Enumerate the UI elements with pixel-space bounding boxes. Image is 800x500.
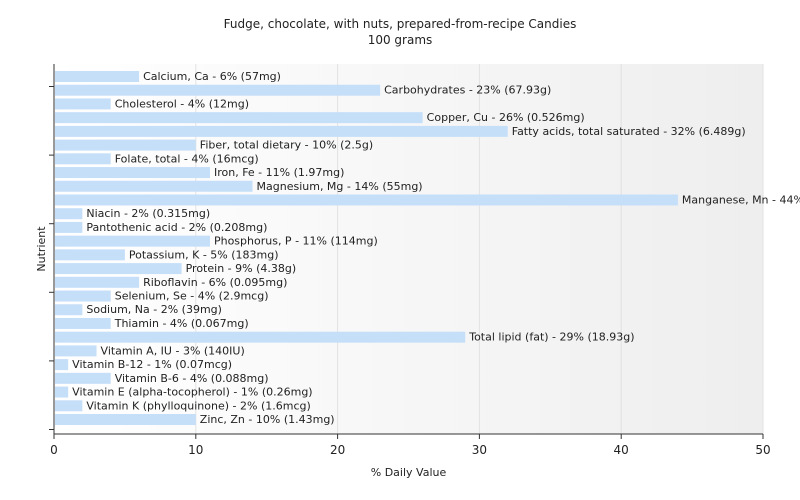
bar-label: Zinc, Zn - 10% (1.43mg) xyxy=(200,413,335,426)
chart-subtitle: 100 grams xyxy=(367,33,433,47)
bar-label: Riboflavin - 6% (0.095mg) xyxy=(143,276,287,289)
bar-label: Cholesterol - 4% (12mg) xyxy=(115,97,249,110)
bar-label: Vitamin B-6 - 4% (0.088mg) xyxy=(115,372,269,385)
bar-label: Fiber, total dietary - 10% (2.5g) xyxy=(200,139,373,152)
x-tick-label: 20 xyxy=(330,443,345,457)
x-tick-label: 10 xyxy=(188,443,203,457)
x-tick-label: 0 xyxy=(50,443,58,457)
bar-label: Fatty acids, total saturated - 32% (6.48… xyxy=(512,125,746,138)
bar xyxy=(55,263,182,275)
bar xyxy=(55,84,381,96)
bar xyxy=(55,139,196,151)
chart-title: Fudge, chocolate, with nuts, prepared-fr… xyxy=(223,17,577,31)
bar-label: Pantothenic acid - 2% (0.208mg) xyxy=(86,221,267,234)
bar xyxy=(55,167,210,179)
bar-label: Niacin - 2% (0.315mg) xyxy=(86,207,210,220)
bar-label: Phosphorus, P - 11% (114mg) xyxy=(214,235,378,248)
bar xyxy=(55,414,196,425)
bar-label: Selenium, Se - 4% (2.9mcg) xyxy=(115,290,269,303)
bar-label: Vitamin E (alpha-tocopherol) - 1% (0.26m… xyxy=(72,386,312,399)
y-axis-title: Nutrient xyxy=(35,226,48,272)
bar xyxy=(55,276,140,288)
bar-label: Protein - 9% (4.38g) xyxy=(186,262,297,275)
bar-label: Vitamin K (phylloquinone) - 2% (1.6mcg) xyxy=(86,399,310,412)
bar xyxy=(55,331,466,343)
bar xyxy=(55,112,423,124)
bar xyxy=(55,208,83,220)
bar xyxy=(55,317,111,329)
x-tick-label: 30 xyxy=(472,443,487,457)
bar xyxy=(55,400,83,412)
bar xyxy=(55,180,253,192)
bar-label: Copper, Cu - 26% (0.526mg) xyxy=(427,111,585,124)
bar xyxy=(55,372,111,384)
bar-label: Magnesium, Mg - 14% (55mg) xyxy=(257,180,423,193)
x-axis-title: % Daily Value xyxy=(371,466,447,479)
bar xyxy=(55,98,111,110)
bar xyxy=(55,304,83,316)
plot-area xyxy=(54,64,763,434)
bar-label: Sodium, Na - 2% (39mg) xyxy=(86,303,222,316)
bar-label: Thiamin - 4% (0.067mg) xyxy=(114,317,249,330)
bar xyxy=(55,125,508,137)
x-tick-label: 40 xyxy=(614,443,629,457)
bar-label: Calcium, Ca - 6% (57mg) xyxy=(143,70,281,83)
bar-label: Folate, total - 4% (16mcg) xyxy=(115,152,259,165)
bar xyxy=(55,359,69,371)
bar xyxy=(55,153,111,165)
bar xyxy=(55,386,69,398)
bar-label: Iron, Fe - 11% (1.97mg) xyxy=(214,166,344,179)
bar xyxy=(55,345,97,357)
bar xyxy=(55,71,140,82)
bar xyxy=(55,221,83,233)
bar-label: Manganese, Mn - 44% (0.885mg) xyxy=(682,193,800,206)
bar xyxy=(55,249,125,261)
bar-label: Total lipid (fat) - 29% (18.93g) xyxy=(468,331,634,344)
bar xyxy=(55,290,111,302)
x-tick-label: 50 xyxy=(755,443,770,457)
bar-label: Vitamin A, IU - 3% (140IU) xyxy=(101,344,245,357)
bar-label: Vitamin B-12 - 1% (0.07mcg) xyxy=(72,358,232,371)
bar-label: Carbohydrates - 23% (67.93g) xyxy=(384,84,551,97)
bar xyxy=(55,235,210,247)
bar-label: Potassium, K - 5% (183mg) xyxy=(129,248,279,261)
bar xyxy=(55,194,678,206)
